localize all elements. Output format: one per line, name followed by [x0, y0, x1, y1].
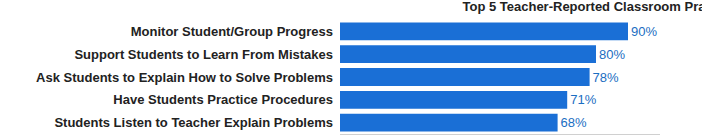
- svg-text:78%: 78%: [593, 70, 619, 85]
- svg-text:90%: 90%: [631, 24, 657, 39]
- svg-text:Top 5 Teacher-Reported Classro: Top 5 Teacher-Reported Classroom Practic…: [462, 0, 702, 13]
- svg-text:Have Students Practice Procedu: Have Students Practice Procedures: [113, 92, 333, 107]
- svg-text:Support Students to Learn From: Support Students to Learn From Mistakes: [74, 47, 333, 62]
- svg-text:Ask Students to Explain How to: Ask Students to Explain How to Solve Pro…: [36, 70, 333, 85]
- svg-text:71%: 71%: [570, 92, 596, 107]
- svg-text:68%: 68%: [561, 115, 587, 130]
- svg-text:Students Listen to Teacher Exp: Students Listen to Teacher Explain Probl…: [54, 115, 333, 130]
- svg-text:Monitor Student/Group Progress: Monitor Student/Group Progress: [131, 24, 333, 39]
- svg-text:80%: 80%: [599, 47, 625, 62]
